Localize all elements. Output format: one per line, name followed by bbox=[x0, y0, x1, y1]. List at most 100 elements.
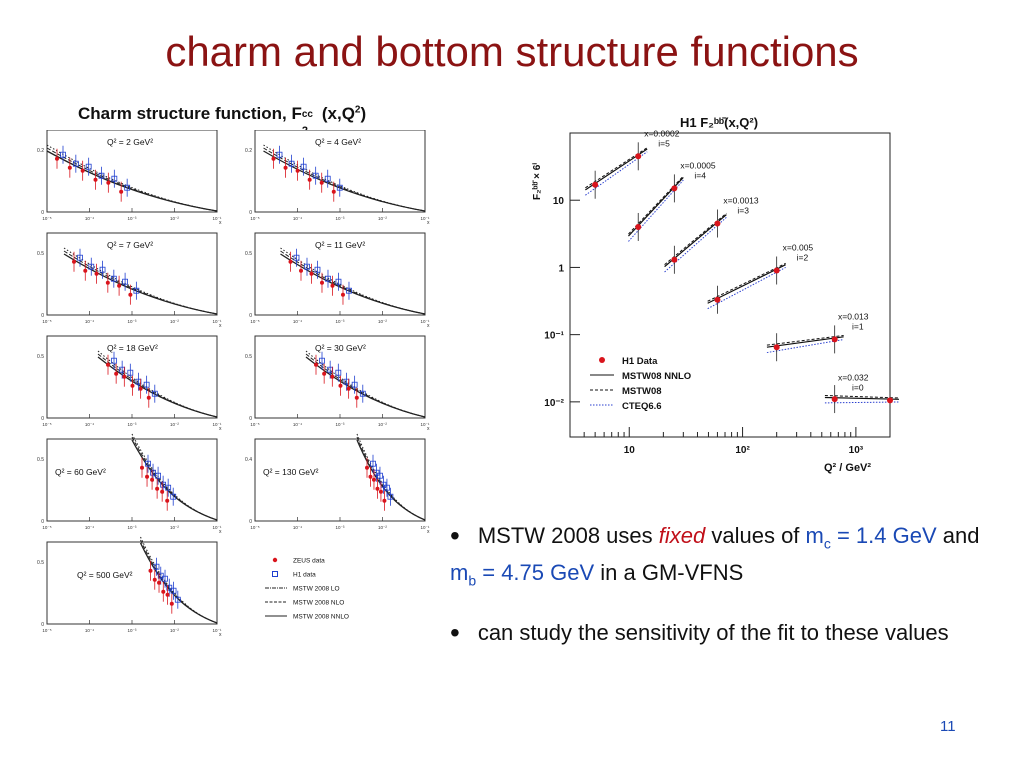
charm-title-tail: (x,Q bbox=[321, 104, 355, 123]
mc-val: = 1.4 GeV bbox=[830, 523, 937, 548]
legend-label: MSTW 2008 NNLO bbox=[293, 614, 349, 621]
y-tick-label: 0 bbox=[249, 210, 252, 216]
x-tick-label: 10⁻⁵ bbox=[42, 422, 51, 427]
x-tick-label: 10⁻¹ bbox=[213, 216, 222, 221]
curve-cteq66 bbox=[766, 339, 844, 354]
h1-point bbox=[324, 175, 331, 182]
charm-title-sup: cc bbox=[301, 109, 313, 120]
y-tick-label: 10⁻¹ bbox=[544, 331, 564, 342]
curve-nnlo bbox=[131, 439, 218, 521]
h1-point bbox=[325, 275, 331, 282]
x-tick-label: 10⁻³ bbox=[128, 422, 137, 427]
h1-point bbox=[153, 563, 160, 570]
h1-point bbox=[110, 275, 117, 282]
curve-mstw08 bbox=[707, 262, 786, 302]
q2-label: Q² = 500 GeV² bbox=[77, 570, 133, 580]
x-tick-label: 10⁻³ bbox=[336, 216, 345, 221]
curve-nnlo bbox=[263, 150, 426, 212]
zeus-point bbox=[157, 580, 162, 585]
mb-sub: b bbox=[468, 572, 477, 589]
x-tick-label: 10⁻³ bbox=[128, 525, 137, 530]
zeus-point bbox=[161, 589, 166, 594]
h1-point bbox=[387, 493, 394, 500]
curve-lo bbox=[140, 536, 218, 624]
h1-point bbox=[60, 151, 66, 158]
y-tick-label: 0 bbox=[249, 313, 252, 319]
x-tick-label: 10 bbox=[624, 445, 636, 456]
h1-point bbox=[288, 160, 295, 167]
y-tick-label: 10 bbox=[553, 196, 565, 207]
curve-mstw08 bbox=[766, 334, 844, 346]
zeus-point bbox=[83, 268, 88, 273]
zeus-point bbox=[288, 259, 293, 264]
zeus-point bbox=[140, 465, 144, 470]
legend-label: MSTW 2008 LO bbox=[293, 586, 340, 593]
h1-point bbox=[151, 390, 158, 397]
charm-subplot: 0 0.5 10⁻⁵ 10⁻⁴ 10⁻³ 10⁻² 10⁻¹x Q² = 18 GeV² bbox=[37, 335, 222, 432]
x-tick-label: 10⁻¹ bbox=[421, 319, 430, 324]
h1-point bbox=[77, 254, 83, 261]
data-point bbox=[714, 220, 721, 227]
h1-point bbox=[304, 263, 310, 270]
curve-nnlo bbox=[280, 253, 426, 315]
x-tick-label: 10⁻⁴ bbox=[293, 422, 302, 427]
x-tick-label: 10⁻⁵ bbox=[250, 422, 259, 427]
x-tick-label: 10⁻¹ bbox=[421, 525, 430, 530]
x-tick-label: 10⁻³ bbox=[128, 216, 137, 221]
x-tick-label: 10⁻⁴ bbox=[85, 216, 94, 221]
charm-subplot: 0 0.5 10⁻⁵ 10⁻⁴ 10⁻³ 10⁻² 10⁻¹x Q² = 30 GeV² bbox=[245, 335, 430, 432]
h1-point bbox=[170, 587, 177, 594]
zeus-point bbox=[368, 474, 373, 479]
zeus-point bbox=[146, 395, 151, 400]
series-label: x=0.0013 bbox=[723, 196, 758, 206]
y-tick-label: 0 bbox=[41, 210, 44, 216]
q2-label: Q² = 60 GeV² bbox=[55, 467, 106, 477]
h1-point bbox=[335, 278, 342, 285]
x-tick-label: 10⁻¹ bbox=[213, 422, 222, 427]
x-axis-label: x bbox=[219, 426, 222, 432]
x-tick-label: 10⁻⁴ bbox=[85, 628, 94, 633]
h1-point bbox=[145, 460, 151, 467]
legend-label: ZEUS data bbox=[293, 558, 325, 565]
data-point bbox=[887, 397, 893, 404]
x-tick-label: 10⁻¹ bbox=[213, 525, 222, 530]
h1-point bbox=[312, 172, 319, 179]
x-tick-label: 10⁻² bbox=[378, 525, 387, 530]
h1-point bbox=[335, 369, 342, 376]
x-tick-label: 10⁻⁴ bbox=[293, 319, 302, 324]
series-label: x=0.005 bbox=[783, 243, 814, 253]
y-tick-label: 0.5 bbox=[37, 251, 44, 257]
bullet-dot: • bbox=[450, 520, 460, 551]
y-axis-label: F₂ᵇᵇ̄ × 6ⁱ bbox=[531, 163, 543, 200]
zeus-point bbox=[67, 165, 72, 170]
h1-point bbox=[166, 584, 173, 591]
charm-title-end: ) bbox=[360, 104, 367, 123]
y-tick-label: 0 bbox=[41, 622, 44, 628]
legend-label: H1 data bbox=[293, 572, 316, 579]
charm-subplot: 0 0.2 10⁻⁵ 10⁻⁴ 10⁻³ 10⁻² 10⁻¹x Q² = 4 GeV² bbox=[245, 130, 430, 226]
bullet-dot: • bbox=[450, 616, 460, 648]
q2-label: Q² = 2 GeV² bbox=[107, 137, 153, 147]
curve-lo bbox=[97, 350, 218, 418]
legend-label: MSTW08 NNLO bbox=[622, 371, 691, 382]
bullet-1: • MSTW 2008 uses fixed values of mc = 1.4… bbox=[450, 521, 1010, 596]
data-point bbox=[671, 185, 678, 192]
bullet-1-fixed: fixed bbox=[658, 523, 706, 548]
legend-label: CTEQ6.6 bbox=[622, 401, 662, 412]
subplot-frame bbox=[46, 232, 218, 316]
bullet-1-mid: values of bbox=[705, 523, 806, 548]
charm-subplot: 0 0.5 10⁻⁵ 10⁻⁴ 10⁻³ 10⁻² 10⁻¹x Q² = 7 GeV² bbox=[37, 232, 222, 329]
h1-point bbox=[133, 287, 140, 294]
y-tick-label: 0 bbox=[41, 313, 44, 319]
series-label: x=0.013 bbox=[838, 311, 869, 321]
bullet-1-and: and bbox=[936, 523, 980, 548]
slide-title: charm and bottom structure functions bbox=[165, 28, 859, 75]
x-tick-label: 10⁻⁵ bbox=[250, 525, 259, 530]
h1-point bbox=[98, 172, 105, 179]
y-tick-label: 0 bbox=[41, 519, 44, 525]
h1-point bbox=[165, 484, 172, 491]
charm-title-main: Charm structure function, F bbox=[78, 104, 302, 123]
x-tick-label: 10⁻⁵ bbox=[42, 216, 51, 221]
